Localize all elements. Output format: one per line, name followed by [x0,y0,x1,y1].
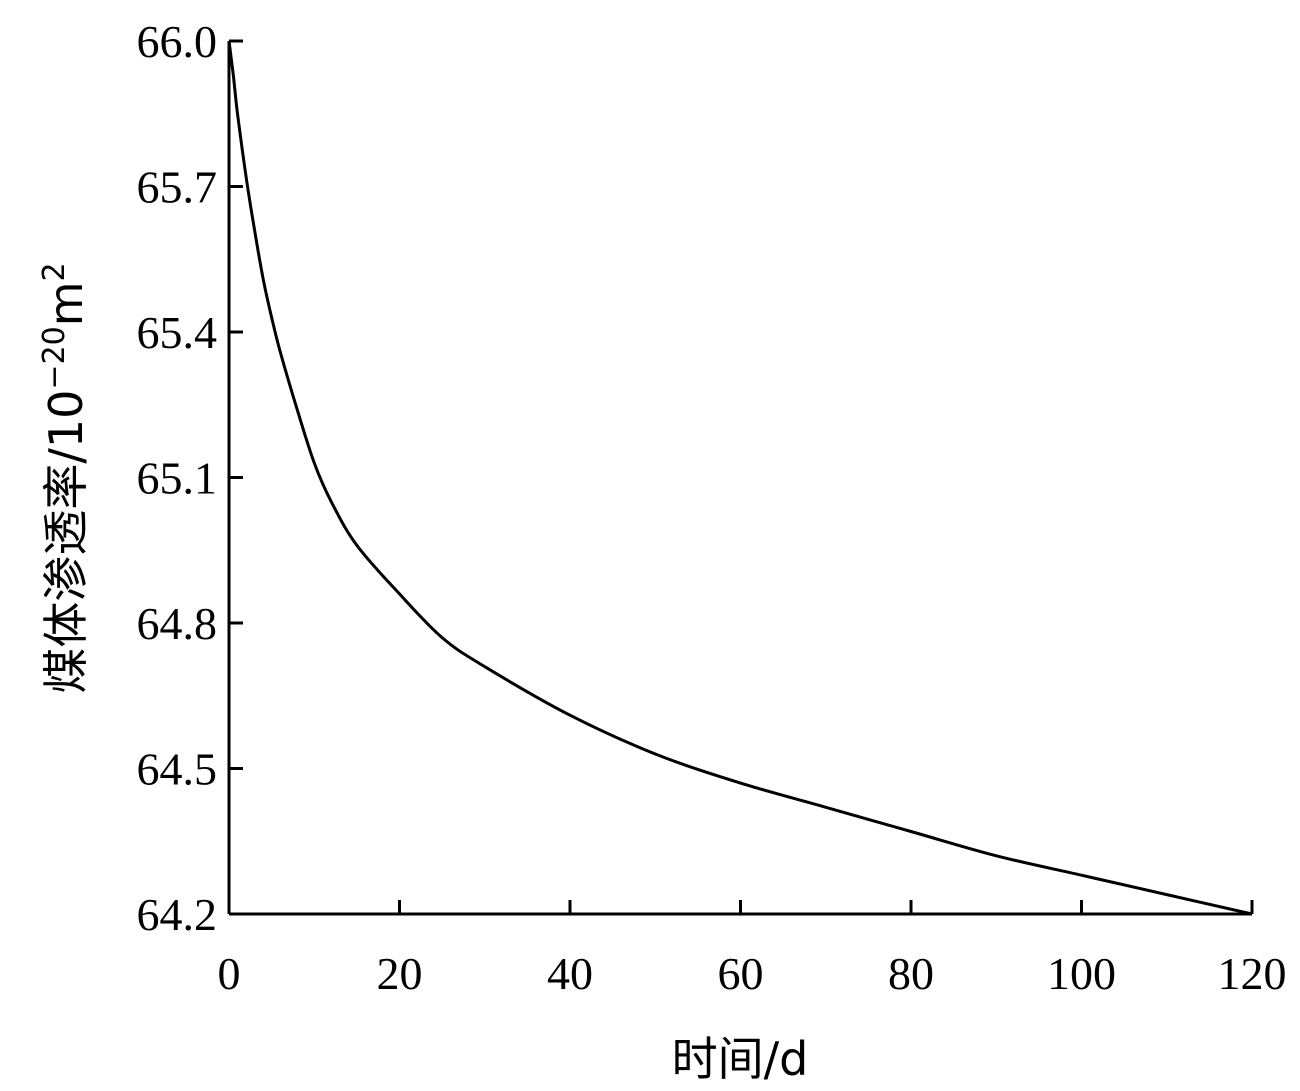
x-tick-label: 20 [377,948,423,999]
y-tick-label: 65.1 [137,453,218,504]
x-tick-label: 0 [218,948,241,999]
x-tick-label: 80 [888,948,934,999]
x-tick-label: 40 [547,948,593,999]
x-tick-labels: 0 20 40 60 80 100 120 [218,948,1287,999]
y-tick-label: 66.0 [137,16,218,67]
y-tick-labels: 64.2 64.5 64.8 65.1 65.4 65.7 66.0 [137,16,218,940]
series-line [227,40,1253,916]
x-axis-title: 时间/d [672,1032,809,1086]
y-axis-title: 煤体渗透率/10−20m2 [37,262,93,693]
y-axis-title-main: 煤体渗透率/10 [39,390,93,694]
y-tick-label: 64.2 [137,889,218,940]
ticks [227,39,1254,916]
y-axis-title-exponent: −20 [37,326,72,389]
y-tick-label: 65.4 [137,307,218,358]
series-group [227,40,1253,916]
y-tick-label: 65.7 [137,162,218,213]
x-tick-label: 100 [1047,948,1116,999]
x-tick-label: 60 [718,948,764,999]
y-tick-label: 64.8 [137,598,218,649]
x-tick-label: 120 [1218,948,1287,999]
y-tick-label: 64.5 [137,744,218,795]
y-axis-title-unit: m [39,281,93,326]
y-axis-title-unit-exponent: 2 [37,262,72,281]
